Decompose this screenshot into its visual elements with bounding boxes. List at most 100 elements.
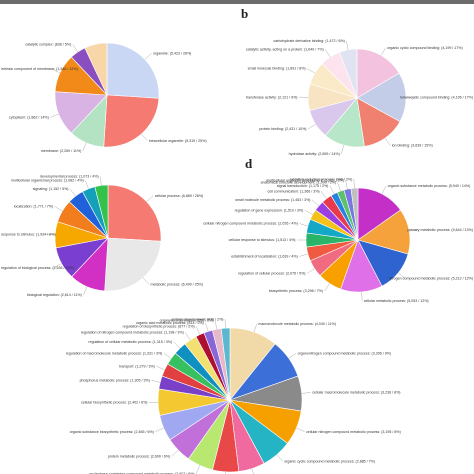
pie-slice: [107, 184, 162, 242]
leader-line: [146, 195, 154, 202]
leader-line: [83, 286, 88, 295]
slice-label: cellular nitrogen compound metabolic pro…: [203, 222, 298, 226]
slice-label: anatomical structure development: (1,000…: [261, 181, 337, 185]
leader-line: [329, 185, 335, 194]
leader-line: [299, 253, 308, 257]
slice-label: regulation of gene expression: (1,510 / …: [235, 208, 304, 212]
leader-line: [144, 53, 152, 60]
slice-label: protein binding: (2,431 / 10%): [259, 127, 306, 131]
slice-label: membrane: (2,269 / 11%): [41, 149, 81, 153]
slice-label: catalytic complex: (838 / 5%): [25, 43, 71, 47]
slice-label: cellular metabolic process: (5,053 / 12%…: [364, 299, 429, 303]
leader-line: [173, 341, 181, 349]
slice-label: regulation of nitrogen compound metaboli…: [81, 331, 184, 335]
pie-slice: [350, 187, 359, 241]
slice-label: regulation of biological process: (2,536…: [1, 266, 74, 270]
slice-label: transport: (1,279 / 3%): [119, 364, 155, 368]
leader-line: [151, 380, 161, 383]
pie-chart-a: organelle: (5,423 / 26%) intracellular or…: [1, 42, 207, 153]
leader-line: [163, 353, 172, 359]
leader-line: [225, 471, 226, 474]
leader-line: [156, 365, 165, 371]
pie-slice: [94, 184, 109, 239]
leader-line: [306, 268, 315, 274]
slice-label: organic acid metabolic process: (814 / 2…: [136, 321, 204, 325]
pie-slice: [106, 42, 160, 99]
leader-line: [288, 353, 297, 359]
slice-label: organic cyclic compound metabolic proces…: [284, 460, 375, 464]
leader-line: [324, 283, 330, 292]
slice-label: cellular process: (6,869 / 26%): [155, 194, 204, 198]
leader-line: [82, 142, 87, 152]
pie-chart-b: organic cyclic compound binding: (4,199 …: [246, 39, 473, 156]
leader-line: [381, 185, 387, 194]
slice-label: phosphorus metabolic process: (1,305 / 3…: [80, 378, 150, 382]
slice-label: establishment of localization: (1,639 / …: [231, 255, 298, 259]
slice-label: signaling: (1,152 / 5%): [33, 187, 69, 191]
leader-line: [306, 68, 315, 74]
leader-line: [325, 49, 331, 58]
slice-label: ion binding: (3,639 / 15%): [392, 144, 433, 148]
slice-label: cellular macromolecule metabolic process…: [312, 391, 400, 395]
leader-line: [214, 320, 217, 330]
leader-line: [224, 319, 226, 329]
leader-line: [51, 68, 60, 74]
leader-line: [171, 449, 179, 457]
leader-line: [205, 322, 209, 332]
pie-chart-e: macromolecule metabolic process: (4,040 …: [66, 317, 401, 474]
slice-label: response to stimulus: (1,934 / 8%): [1, 232, 56, 236]
leader-line: [320, 191, 327, 199]
leader-line: [409, 229, 419, 232]
slice-label: cellular response to stimulus: (1,513 / …: [229, 238, 296, 242]
leader-line: [85, 180, 89, 189]
slice-label: biological regulation: (2,614 / 11%): [27, 293, 82, 297]
leader-line: [54, 206, 63, 212]
pie-chart-c: cellular process: (6,869 / 26%) metabolic…: [1, 175, 203, 297]
slice-label: regulation of cellular process: (2,075 /…: [238, 272, 305, 276]
slice-label: regulation of biosynthetic process: (877…: [123, 325, 195, 329]
slice-label: macromolecule metabolic process: (4,040 …: [258, 322, 336, 326]
leader-line: [361, 291, 363, 301]
panel-letter-d: d: [245, 156, 253, 171]
slice-label: nitrogen compound metabolic process: (5,…: [389, 277, 473, 281]
slice-label: hydrolase activity: (2,659 / 14%): [289, 152, 340, 156]
pie-slice: [357, 187, 401, 241]
leader-line: [299, 223, 308, 227]
slice-label: cell communication: (1,366 / 3%): [267, 190, 319, 194]
slice-label: intracellular organelle: (5,319 / 25%): [149, 139, 207, 143]
slice-label: heterocyclic compound binding: (4,195 / …: [400, 95, 473, 99]
leader-line: [301, 392, 311, 394]
leader-line: [381, 47, 386, 56]
leader-line: [311, 199, 319, 206]
slice-label: small molecule binding: (1,891 / 8%): [248, 67, 306, 71]
slice-label: regulation of cellular metabolic process…: [88, 340, 172, 344]
slice-label: metabolic process: (6,499 / 25%): [151, 283, 204, 287]
slice-label: cellular biosynthetic process: (2,402 / …: [81, 401, 148, 405]
slice-label: organic cyclic compound binding: (4,199 …: [387, 46, 463, 50]
pie-slice: [84, 42, 108, 96]
leader-line: [384, 138, 391, 146]
slice-label: biosynthetic process: (3,298 / 7%): [269, 289, 323, 293]
leader-line: [341, 145, 344, 154]
leader-line: [53, 263, 62, 269]
leader-line: [185, 332, 191, 341]
leader-line: [69, 188, 76, 197]
slice-label: organelle organization: (656 / 2%): [160, 319, 214, 323]
pie-slice: [339, 48, 358, 99]
slice-label: regulation of macromolecule metabolic pr…: [66, 351, 163, 355]
slice-label: nucleobase-containing compound metabolic…: [89, 472, 194, 474]
slice-label: multicellular organism development: (1,0…: [266, 179, 344, 183]
pie-slice: [356, 72, 407, 123]
slice-label: catalytic activity, acting on a protein:…: [246, 48, 324, 52]
slice-label: cytoplasm: (1,862 / 14%): [9, 116, 49, 120]
leader-line: [304, 209, 313, 215]
slice-label: signal transduction: (1,175 / 2%): [277, 184, 329, 188]
leader-line: [251, 468, 254, 474]
leader-line: [346, 40, 349, 50]
pie-chart-d: organic substance metabolic process: (5,…: [203, 177, 473, 303]
slice-label: system development: (836 / 2%): [172, 317, 224, 321]
slice-label: protein metabolic process: (2,690 / 6%): [108, 455, 171, 459]
leader-line: [307, 124, 316, 130]
leader-line: [195, 326, 201, 335]
